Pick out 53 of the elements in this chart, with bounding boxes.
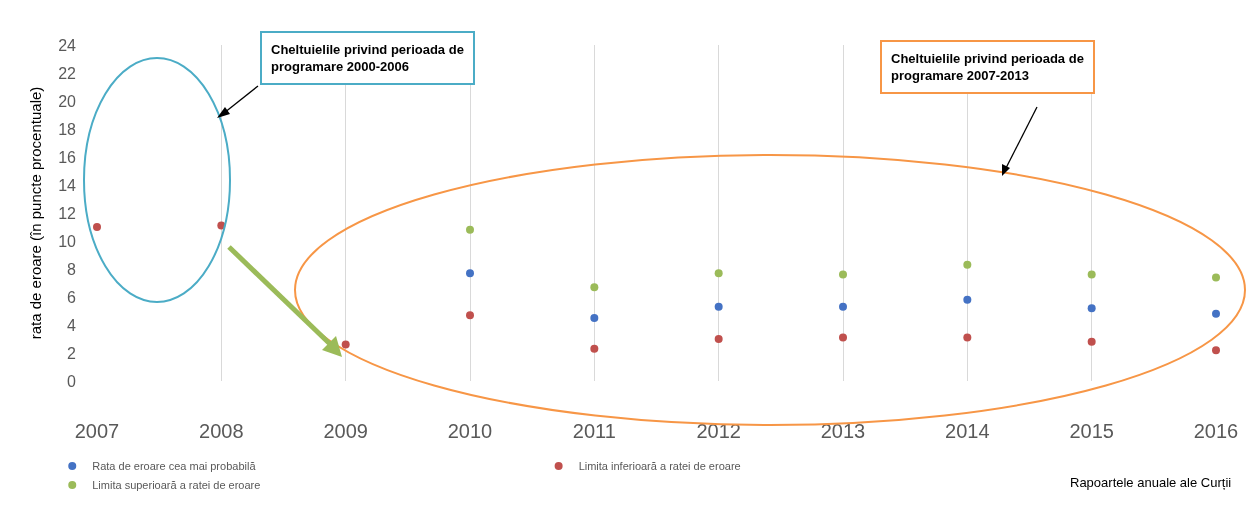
x-tick-label: 2015: [1069, 420, 1114, 442]
point: [590, 344, 599, 353]
y-tick-label: 8: [67, 260, 77, 278]
point: [839, 270, 847, 279]
point: [963, 295, 972, 304]
y-tick-label: 24: [58, 36, 77, 54]
x-tick-label: 2016: [1193, 420, 1239, 442]
legend-label: Limita superioară a ratei de eroare: [92, 479, 261, 492]
point: [963, 260, 972, 269]
x-tick-label: 2014: [945, 420, 990, 442]
x-tick-label: 2012: [696, 420, 741, 442]
point: [466, 225, 474, 234]
point: [341, 340, 350, 349]
y-tick-label: 6: [67, 288, 77, 306]
y-axis-title: rata de eroare (în puncte procentuale): [27, 86, 45, 340]
y-tick-label: 18: [58, 120, 77, 138]
point: [590, 314, 599, 322]
y-tick-label: 10: [58, 232, 77, 250]
annotation: Cheltuielile privind perioada de programare 2007-2013: [891, 51, 1084, 83]
legend-label: Limita inferioară a ratei de eroare: [578, 460, 741, 473]
point: [1212, 309, 1220, 318]
x-tick-label: 2009: [323, 420, 368, 442]
point: [714, 302, 723, 311]
point: [93, 223, 101, 231]
point: [963, 333, 972, 342]
point: [1087, 270, 1096, 279]
x-tick-label: 2010: [447, 420, 493, 442]
point: [714, 269, 723, 278]
x-tick-label: 2008: [199, 420, 244, 442]
y-tick-label: 16: [58, 148, 77, 166]
y-tick-label: 4: [67, 316, 77, 334]
point: [1087, 304, 1096, 313]
point: [839, 302, 847, 311]
y-tick-label: 20: [58, 92, 77, 110]
x-tick-label: 2007: [74, 420, 120, 442]
y-tick-label: 0: [67, 372, 77, 390]
point: [714, 335, 723, 343]
point: [590, 283, 599, 292]
y-tick-label: 12: [58, 204, 77, 222]
x-tick-label: 2013: [820, 420, 866, 442]
y-tick-label: 2: [67, 344, 77, 362]
x-tick-label: 2011: [572, 420, 616, 442]
legend-label: Rata de eroare cea mai probabilă: [92, 460, 257, 473]
y-tick-label: 14: [58, 176, 77, 194]
point: [466, 269, 474, 278]
annotation: Cheltuielile privind perioada de programare 2000-2006: [271, 42, 464, 74]
y-tick-label: 22: [58, 64, 77, 82]
point: [1212, 273, 1220, 282]
point: [839, 333, 847, 342]
text: Rapoartele anuale ale Curții: [1070, 475, 1232, 490]
point: [1212, 346, 1220, 355]
point: [1087, 337, 1096, 346]
point: [466, 311, 474, 320]
